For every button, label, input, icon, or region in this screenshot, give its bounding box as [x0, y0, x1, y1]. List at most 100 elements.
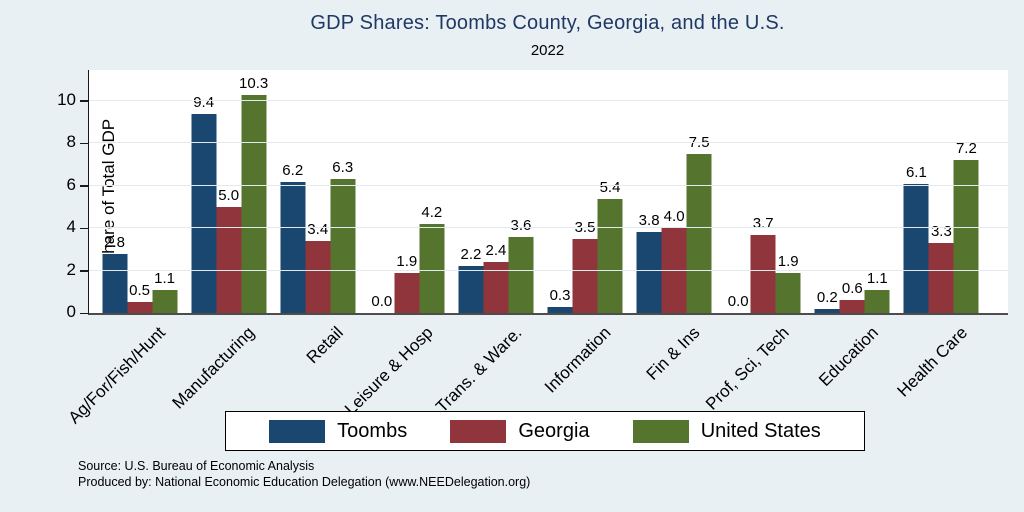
bar-group-information: 0.3 3.5 5.4 Information — [540, 70, 629, 397]
value-label: 1.1 — [866, 269, 888, 287]
bars: 0.0 3.7 1.9 — [726, 215, 801, 313]
bar-group-education: 0.2 0.6 1.1 Education — [808, 70, 897, 390]
bar-toombs: 6.2 — [280, 162, 306, 313]
bars: 0.3 3.5 5.4 — [547, 179, 623, 313]
x-category-label: Education — [814, 323, 882, 390]
x-category-label: Information — [540, 323, 615, 397]
y-tick-mark — [80, 270, 88, 272]
bar-group-manufacturing: 9.4 5.0 10.3 Manufacturing — [168, 70, 273, 413]
bars: 3.8 4.0 7.5 — [636, 134, 712, 313]
value-label: 0.0 — [371, 293, 393, 310]
bars: 6.2 3.4 6.3 — [280, 159, 356, 313]
bar-united-states: 5.4 — [597, 179, 623, 313]
value-label: 0.0 — [727, 293, 749, 310]
value-label: 6.3 — [332, 159, 354, 177]
value-label: 3.4 — [307, 220, 329, 238]
chart-header: GDP Shares: Toombs County, Georgia, and … — [88, 12, 1007, 59]
bar-toombs: 0.3 — [547, 287, 573, 313]
bar-georgia: 4.0 — [661, 208, 687, 313]
gridline — [89, 184, 1008, 186]
bar-georgia: 0.5 — [127, 282, 153, 313]
plot-area: Share of Total GDP 2.8 0.5 1.1 Ag/For/Fish/… — [57, 70, 1008, 427]
bar-georgia: 3.3 — [928, 223, 954, 313]
bars: 0.2 0.6 1.1 — [814, 270, 890, 313]
bar-georgia: 2.4 — [483, 242, 509, 313]
bar-group-health-care: 6.1 3.3 7.2 Health Care — [893, 70, 986, 401]
value-label: 0.6 — [841, 280, 863, 298]
value-label: 6.1 — [905, 163, 927, 181]
y-tick-mark — [80, 312, 88, 314]
bar-toombs: 2.8 — [102, 234, 128, 313]
legend-swatch — [450, 419, 507, 443]
bars: 2.8 0.5 1.1 — [102, 234, 178, 313]
value-label: 3.7 — [752, 214, 774, 232]
produced-by-note: Produced by: National Economic Education… — [78, 475, 531, 489]
bar-united-states: 4.2 — [419, 204, 445, 313]
bar-toombs: 0.2 — [814, 289, 840, 313]
legend-item-georgia: Georgia — [450, 419, 590, 443]
value-label: 2.4 — [485, 242, 507, 260]
legend: Toombs Georgia United States — [225, 411, 865, 451]
chart-title: GDP Shares: Toombs County, Georgia, and … — [310, 12, 785, 34]
y-tick-label: 8 — [66, 132, 76, 152]
x-category-label: Fin & Ins — [642, 323, 704, 384]
bar-united-states: 6.3 — [330, 159, 356, 313]
y-tick-label: 10 — [57, 89, 76, 109]
x-category-label: Manufacturing — [168, 323, 259, 413]
bars: 6.1 3.3 7.2 — [903, 140, 979, 313]
gridline — [89, 99, 1008, 101]
value-label: 3.6 — [510, 216, 532, 234]
value-label: 7.2 — [955, 140, 977, 158]
y-tick-mark — [80, 185, 88, 187]
bar-toombs: 9.4 — [191, 94, 217, 313]
bar-groups-container: 2.8 0.5 1.1 Ag/For/Fish/Hunt 9.4 5.0 10.3 Manuf… — [65, 70, 986, 427]
bar-toombs: 3.8 — [636, 212, 662, 313]
footer: Source: U.S. Bureau of Economic Analysis… — [78, 458, 530, 490]
bar-group-leisure-hosp: 0.0 1.9 4.2 Leisure & Hosp — [341, 70, 451, 419]
value-label: 6.2 — [282, 161, 304, 179]
bar-group-trans-ware-: 2.2 2.4 3.6 Trans. & Ware. — [432, 70, 540, 416]
bar-georgia: 3.5 — [572, 219, 598, 313]
y-tick-mark — [80, 227, 88, 230]
bar-group-prof-sci-tech: 0.0 3.7 1.9 Prof, Sci, Tech — [702, 70, 808, 414]
bar-georgia: 5.0 — [216, 187, 242, 313]
y-tick-label: 0 — [66, 302, 76, 321]
value-label: 2.8 — [104, 233, 125, 251]
bar-united-states: 1.1 — [152, 270, 178, 313]
value-label: 5.4 — [599, 178, 621, 196]
value-label: 9.4 — [193, 93, 215, 111]
value-label: 0.5 — [129, 282, 150, 300]
y-tick-label: 4 — [66, 217, 76, 237]
value-label: 10.3 — [239, 74, 269, 92]
bar-group-fin-ins: 3.8 4.0 7.5 Fin & Ins — [630, 70, 719, 384]
y-tick-label: 6 — [66, 174, 76, 194]
bar-united-states: 3.6 — [508, 217, 534, 313]
legend-item-united-states: United States — [632, 419, 821, 443]
bar-united-states: 1.1 — [864, 270, 890, 313]
bar-united-states: 7.2 — [953, 140, 979, 313]
bar-group-retail: 6.2 3.4 6.3 Retail — [273, 70, 362, 367]
bar-group-ag-for-fish-hunt: 2.8 0.5 1.1 Ag/For/Fish/Hunt — [65, 70, 184, 427]
legend-label: Toombs — [337, 419, 408, 442]
bar-united-states: 1.9 — [775, 253, 801, 313]
bars: 9.4 5.0 10.3 — [191, 75, 268, 313]
y-tick-mark — [80, 100, 88, 102]
bars: 2.2 2.4 3.6 — [458, 217, 534, 313]
x-category-label: Health Care — [893, 323, 971, 401]
value-label: 1.1 — [154, 269, 175, 287]
value-label: 1.9 — [396, 252, 418, 270]
value-label: 0.3 — [549, 286, 571, 304]
bars: 0.0 1.9 4.2 — [369, 204, 445, 313]
bar-georgia: 3.4 — [305, 221, 331, 313]
x-category-label: Trans. & Ware. — [431, 323, 526, 417]
value-label: 5.0 — [218, 186, 240, 204]
value-label: 2.2 — [460, 246, 482, 264]
legend-item-toombs: Toombs — [269, 419, 408, 443]
value-label: 0.2 — [816, 288, 838, 306]
y-tick-mark — [80, 142, 88, 145]
bar-united-states: 7.5 — [686, 134, 712, 313]
x-category-label: Prof, Sci, Tech — [701, 323, 793, 414]
value-label: 3.8 — [638, 212, 660, 230]
value-label: 3.3 — [930, 223, 952, 241]
